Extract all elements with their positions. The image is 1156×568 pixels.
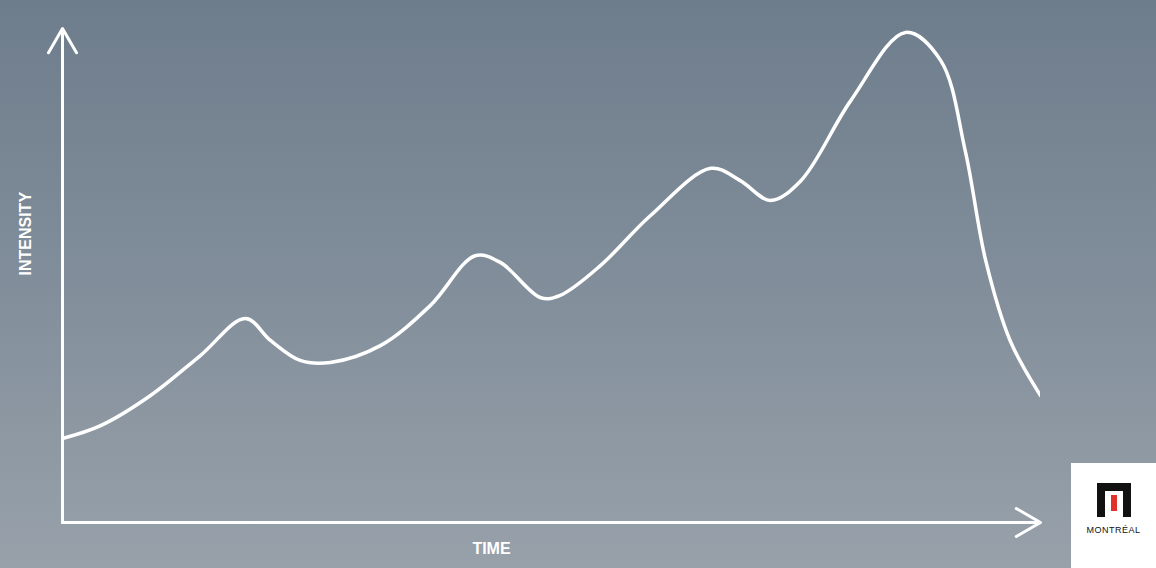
svg-text:TIME: TIME bbox=[472, 540, 511, 557]
html-text:MONTRÉAL: MONTRÉAL bbox=[1086, 525, 1141, 535]
svg-text:INTENSITY: INTENSITY bbox=[17, 192, 34, 276]
